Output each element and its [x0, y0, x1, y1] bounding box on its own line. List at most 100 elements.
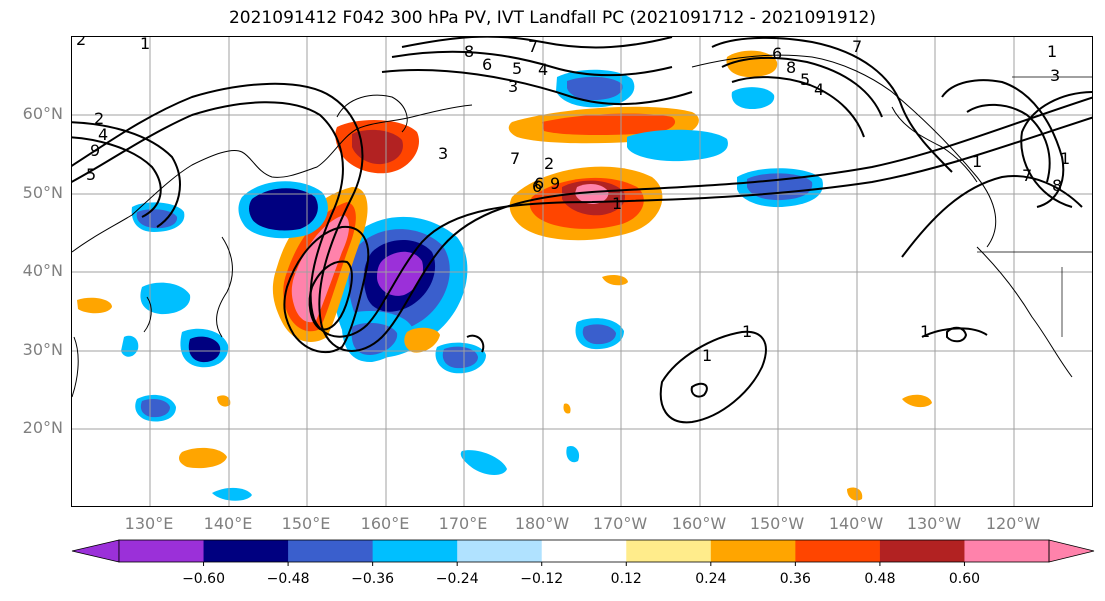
colorbar-tick-label: 0.60	[948, 571, 981, 587]
pv-negative-anomaly	[140, 282, 191, 315]
contour-label: 2	[544, 154, 554, 173]
map-canvas: 2 1 8 7 6 5 4 3 6 8 7 5 4 3 1 2 4 9 5 3 …	[72, 37, 1092, 506]
colorbar-segment	[288, 540, 374, 562]
colorbar-tick-label: −0.36	[351, 571, 395, 587]
pv-positive-anomaly	[847, 487, 863, 501]
lon-label: 150°E	[281, 514, 331, 533]
colorbar-segment	[626, 540, 712, 562]
contour-label: 9	[550, 174, 560, 193]
pv-negative-anomaly	[249, 188, 318, 231]
contour-label: 8	[786, 58, 796, 77]
lat-label-40n: 40°N	[22, 261, 63, 280]
contour-label: 8	[464, 42, 474, 61]
pv-negative-anomaly	[442, 346, 478, 369]
contour-labels: 2 1 8 7 6 5 4 3 6 8 7 5 4 3 1 2 4 9 5 3 …	[76, 37, 1070, 365]
pv-negative-anomaly	[188, 336, 221, 363]
pv-positive-anomaly	[404, 327, 440, 353]
colorbar-segment	[203, 540, 289, 562]
lat-label-50n: 50°N	[22, 183, 63, 202]
pv-positive-anomaly	[217, 395, 231, 407]
lon-label: 170°E	[438, 514, 488, 533]
contour-label: 3	[438, 144, 448, 163]
contour-label: 1	[702, 346, 712, 365]
contour-label: 8	[1052, 176, 1062, 195]
lon-label: 170°W	[592, 514, 648, 533]
lon-label: 130°E	[124, 514, 174, 533]
contour-label: 7	[852, 37, 862, 56]
colorbar-over-arrow	[1048, 539, 1095, 563]
pv-negative-anomaly	[212, 487, 252, 501]
contour-label: 1	[612, 194, 622, 213]
pv-negative-anomaly	[582, 324, 616, 345]
colorbar-segment	[457, 540, 543, 562]
pv-negative-anomaly	[140, 399, 170, 418]
contour-label: 1	[972, 152, 982, 171]
colorbar-segment	[964, 540, 1050, 562]
colorbar-tick-label: −0.24	[435, 571, 479, 587]
graticule	[72, 37, 1092, 506]
pv-negative-anomaly	[566, 445, 580, 463]
contour-label: 6	[534, 174, 544, 193]
colorbar-tick-label: −0.12	[520, 571, 564, 587]
colorbar-segments	[71, 539, 1095, 566]
pv-positive-anomaly	[77, 297, 112, 314]
contour-label: 6	[772, 44, 782, 63]
contour-label: 1	[742, 322, 752, 341]
lon-label: 140°E	[203, 514, 253, 533]
contour-label: 7	[510, 149, 520, 168]
pv-positive-anomaly	[179, 447, 227, 469]
lon-label: 160°W	[671, 514, 727, 533]
colorbar-tick-label: 0.48	[864, 571, 896, 587]
contour-label: 4	[814, 80, 824, 99]
contour-label: 5	[512, 59, 522, 78]
contour-label: 6	[482, 55, 492, 74]
colorbar-tick-label: 0.36	[779, 571, 811, 587]
colorbar-segment	[795, 540, 881, 562]
pv-negative-anomaly	[627, 129, 728, 162]
pv-positive-anomaly	[352, 129, 403, 165]
lon-label: 160°E	[360, 514, 410, 533]
lat-label-60n: 60°N	[22, 104, 63, 123]
pv-negative-anomaly	[460, 450, 507, 475]
colorbar-tick-label: −0.60	[182, 571, 225, 587]
contour-label: 1	[920, 322, 930, 341]
contour-label: 9	[90, 141, 100, 160]
colorbar-segment	[372, 540, 458, 562]
colorbar-tick-label: 0.12	[610, 571, 642, 587]
colorbar-segment	[541, 540, 627, 562]
colorbar-outline	[118, 539, 1050, 563]
pv-negative-anomaly	[731, 87, 775, 109]
lon-label: 120°W	[985, 514, 1041, 533]
contour-label: 5	[86, 165, 96, 184]
pv-positive-anomaly	[291, 215, 350, 323]
contour-label: 2	[76, 37, 86, 49]
colorbar-segment	[710, 540, 796, 562]
contour-label: 1	[140, 37, 150, 53]
pv-positive-anomaly	[563, 403, 571, 414]
lat-label-20n: 20°N	[22, 418, 63, 437]
lon-label: 130°W	[906, 514, 962, 533]
contour-label: 7	[1022, 166, 1032, 185]
coastlines	[72, 54, 1092, 398]
contour-label: 6	[532, 177, 542, 196]
contour-label: 3	[1050, 66, 1060, 85]
contour-label: 7	[528, 37, 538, 56]
pv-positive-anomaly	[542, 113, 676, 136]
pv-negative-anomaly	[121, 335, 139, 357]
pv-positive-anomaly	[902, 394, 932, 408]
colorbar-tick-label: 0.24	[695, 571, 727, 587]
lon-label: 150°W	[749, 514, 805, 533]
contour-label: 5	[800, 70, 810, 89]
colorbar-tick-label: −0.48	[266, 571, 310, 587]
colorbar-segment	[119, 540, 205, 562]
contour-label: 4	[538, 60, 548, 79]
pv-negative-anomaly	[567, 76, 623, 101]
contour-label: 1	[1047, 42, 1057, 61]
contour-label: 2	[94, 109, 104, 128]
ivt-contours	[72, 37, 1092, 424]
contour-label: 1	[1060, 149, 1070, 168]
lon-label: 180°W	[514, 514, 570, 533]
lat-label-30n: 30°N	[22, 340, 63, 359]
map-panel: 2 1 8 7 6 5 4 3 6 8 7 5 4 3 1 2 4 9 5 3 …	[71, 36, 1093, 507]
